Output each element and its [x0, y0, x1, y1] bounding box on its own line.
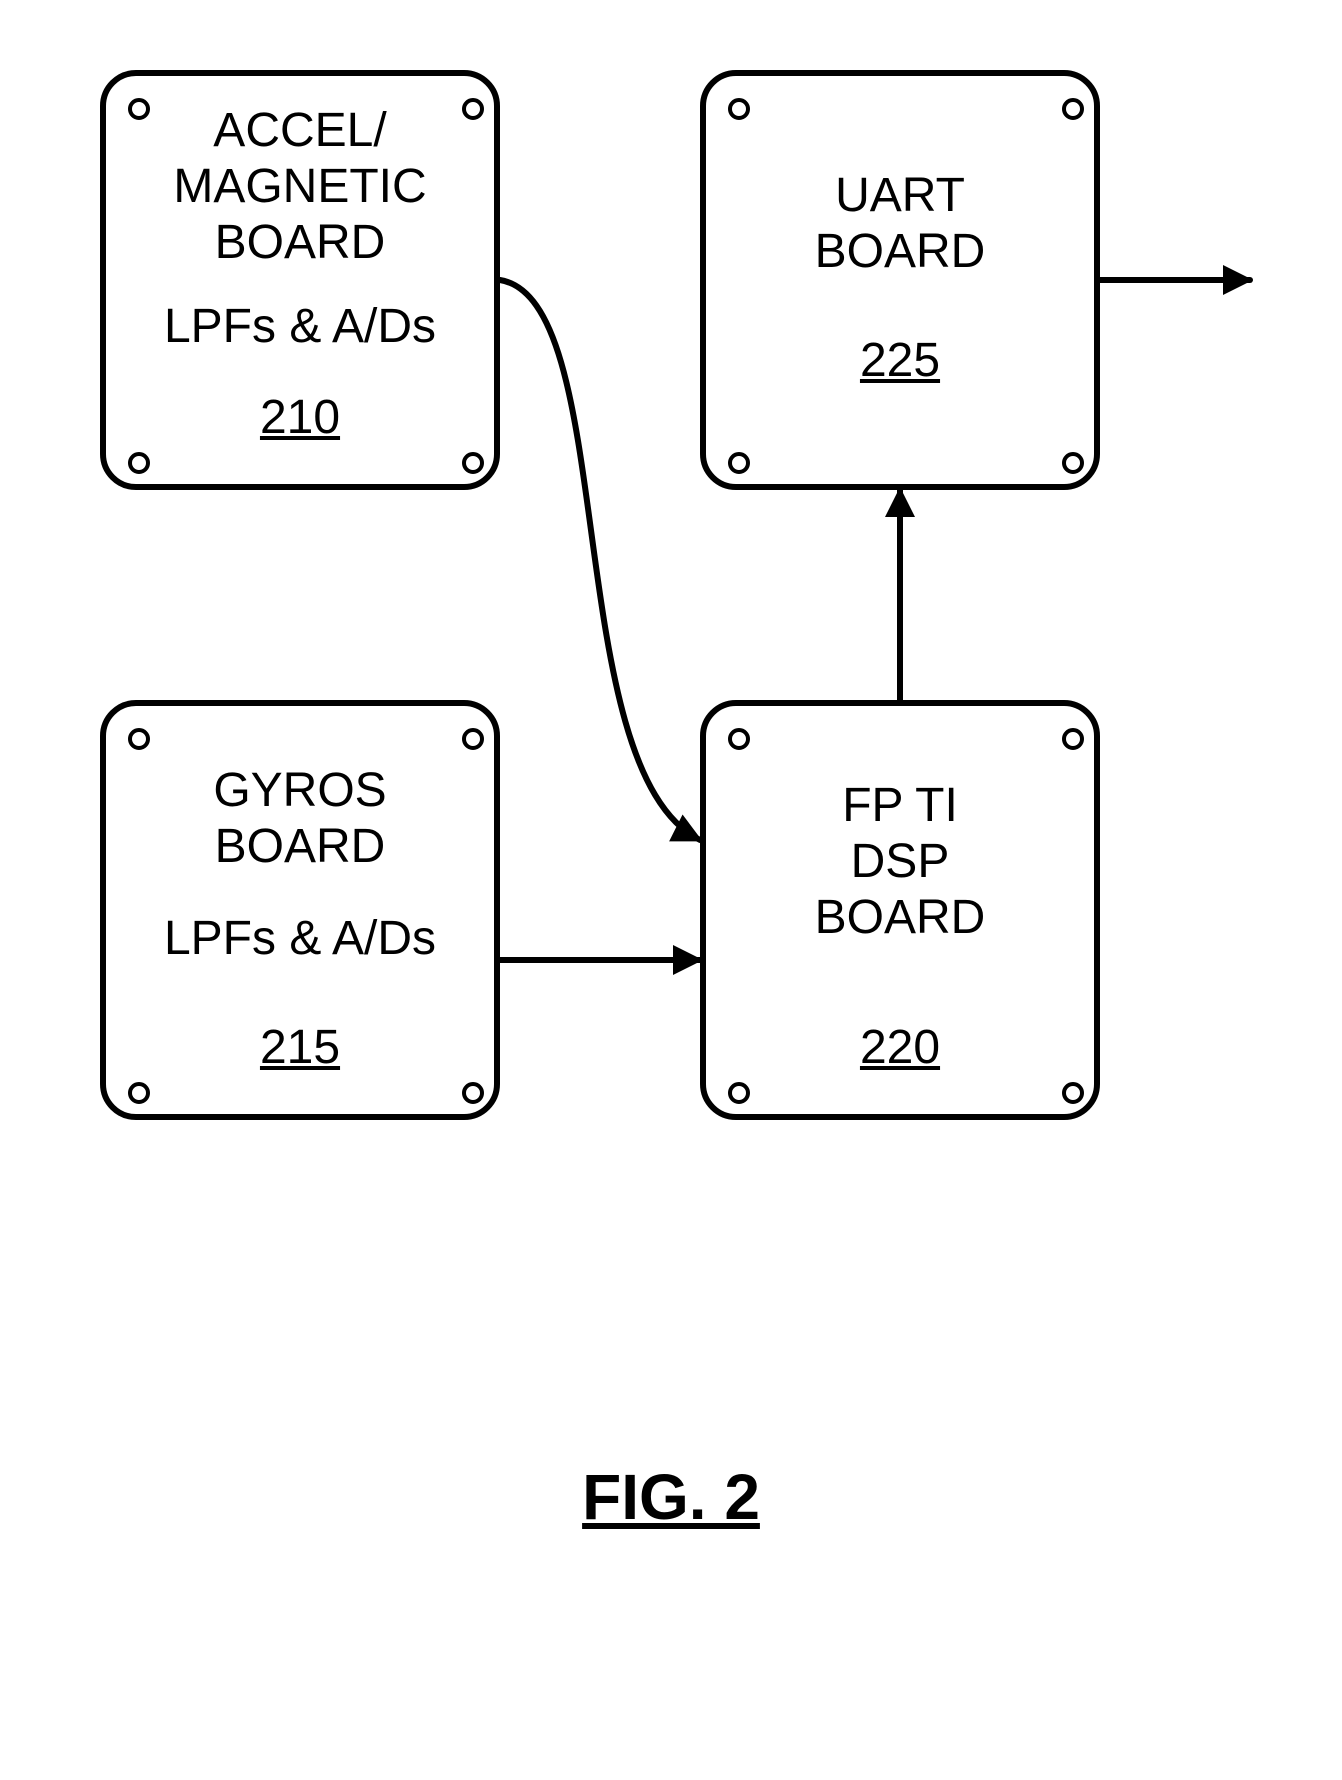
screw-hole-icon — [728, 98, 750, 120]
arrow-accel_to_dsp — [500, 280, 700, 840]
board-label-line: BOARD — [700, 892, 1100, 945]
board-label-line: BOARD — [100, 821, 500, 874]
board-ref-number: 210 — [100, 392, 500, 445]
board-label-line: MAGNETIC — [100, 161, 500, 214]
board-label-line: LPFs & A/Ds — [100, 913, 500, 966]
board-label-line: UART — [700, 170, 1100, 223]
board-uart — [700, 70, 1100, 490]
figure-caption-text: FIG. 2 — [582, 1461, 760, 1533]
screw-hole-icon — [462, 728, 484, 750]
board-label-line: ACCEL/ — [100, 105, 500, 158]
screw-hole-icon — [1062, 452, 1084, 474]
screw-hole-icon — [462, 1082, 484, 1104]
screw-hole-icon — [128, 728, 150, 750]
screw-hole-icon — [462, 452, 484, 474]
board-label-line: DSP — [700, 836, 1100, 889]
screw-hole-icon — [728, 452, 750, 474]
board-ref-number: 215 — [100, 1022, 500, 1075]
screw-hole-icon — [128, 1082, 150, 1104]
board-label-line: LPFs & A/Ds — [100, 301, 500, 354]
board-label-line: GYROS — [100, 765, 500, 818]
screw-hole-icon — [1062, 1082, 1084, 1104]
board-ref-number: 220 — [700, 1022, 1100, 1075]
board-label-line: BOARD — [700, 226, 1100, 279]
screw-hole-icon — [128, 452, 150, 474]
board-label-line: FP TI — [700, 780, 1100, 833]
board-ref-number: 225 — [700, 335, 1100, 388]
screw-hole-icon — [728, 1082, 750, 1104]
board-label-line: BOARD — [100, 217, 500, 270]
screw-hole-icon — [1062, 98, 1084, 120]
figure-caption: FIG. 2 — [0, 1460, 1342, 1534]
screw-hole-icon — [1062, 728, 1084, 750]
diagram-canvas: FIG. 2 ACCEL/MAGNETICBOARDLPFs & A/Ds210… — [0, 0, 1342, 1780]
screw-hole-icon — [728, 728, 750, 750]
